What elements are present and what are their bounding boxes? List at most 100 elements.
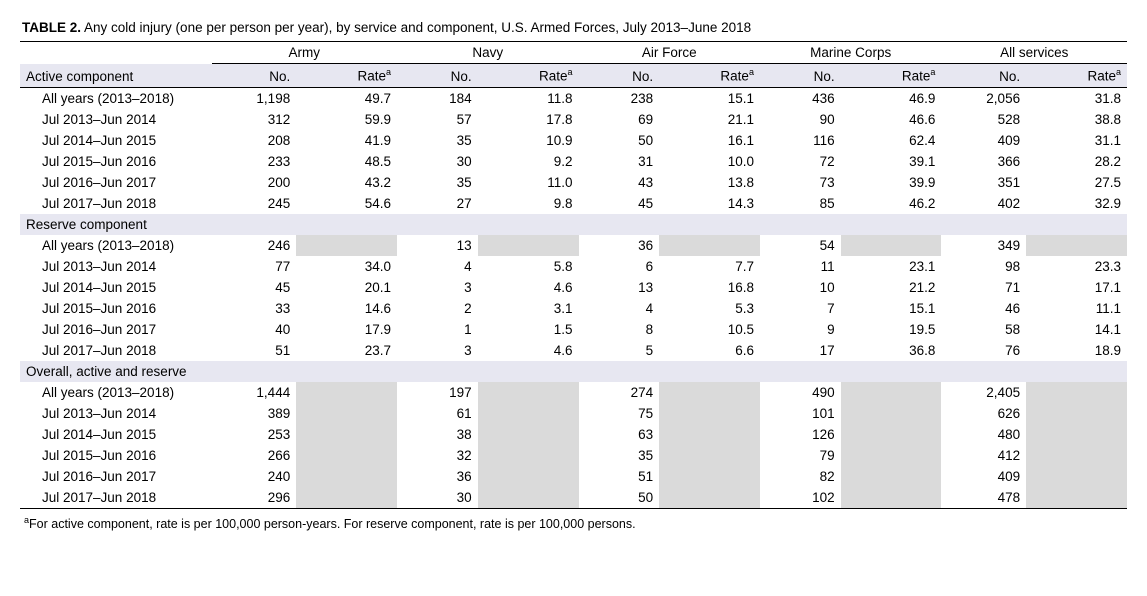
cell-no: 312 — [212, 109, 297, 130]
cell-rate: 36.8 — [841, 340, 942, 361]
table-footnote: aFor active component, rate is per 100,0… — [20, 515, 1127, 531]
cell-no: 36 — [579, 235, 660, 256]
cell-no: 126 — [760, 424, 841, 445]
cell-rate: 3.1 — [478, 298, 579, 319]
cell-rate: 49.7 — [296, 87, 397, 109]
sub-header-rate: Ratea — [296, 64, 397, 88]
col-header-navy: Navy — [397, 42, 578, 64]
cell-rate: 14.3 — [659, 193, 760, 214]
col-header-all: All services — [941, 42, 1127, 64]
cell-rate: 13.8 — [659, 172, 760, 193]
cell-no: 50 — [579, 130, 660, 151]
cell-rate — [1026, 445, 1127, 466]
table-number: TABLE 2. — [22, 20, 81, 35]
cell-rate — [841, 445, 942, 466]
cell-no: 45 — [212, 277, 297, 298]
cell-rate: 18.9 — [1026, 340, 1127, 361]
cell-no: 1,444 — [212, 382, 297, 403]
cell-rate: 23.7 — [296, 340, 397, 361]
cell-no: 43 — [579, 172, 660, 193]
cell-rate: 4.6 — [478, 340, 579, 361]
cell-no: 389 — [212, 403, 297, 424]
row-label: Jul 2013–Jun 2014 — [20, 256, 212, 277]
cell-no: 208 — [212, 130, 297, 151]
cell-no: 200 — [212, 172, 297, 193]
cell-no: 69 — [579, 109, 660, 130]
cell-rate: 17.1 — [1026, 277, 1127, 298]
col-header-marines: Marine Corps — [760, 42, 941, 64]
cell-no: 240 — [212, 466, 297, 487]
row-label: Jul 2015–Jun 2016 — [20, 445, 212, 466]
cell-no: 79 — [760, 445, 841, 466]
cell-rate: 1.5 — [478, 319, 579, 340]
cell-no: 46 — [941, 298, 1026, 319]
table-row: All years (2013–2018)1,19849.718411.8238… — [20, 87, 1127, 109]
table-header: Army Navy Air Force Marine Corps All ser… — [20, 42, 1127, 64]
cell-no: 409 — [941, 130, 1026, 151]
cell-rate — [659, 466, 760, 487]
cell-rate: 10.5 — [659, 319, 760, 340]
cell-no: 351 — [941, 172, 1026, 193]
table-row: Jul 2017–Jun 20185123.734.656.61736.8761… — [20, 340, 1127, 361]
cell-no: 184 — [397, 87, 478, 109]
table-container: TABLE 2. Any cold injury (one per person… — [20, 20, 1127, 531]
cell-rate: 11.1 — [1026, 298, 1127, 319]
cell-rate: 27.5 — [1026, 172, 1127, 193]
cell-rate: 6.6 — [659, 340, 760, 361]
table-title: TABLE 2. Any cold injury (one per person… — [20, 20, 1127, 35]
cell-rate — [659, 382, 760, 403]
cell-no: 101 — [760, 403, 841, 424]
row-label: Jul 2015–Jun 2016 — [20, 298, 212, 319]
cell-rate: 59.9 — [296, 109, 397, 130]
section-header-row: Overall, active and reserve — [20, 361, 1127, 382]
cell-rate — [478, 424, 579, 445]
cell-no: 626 — [941, 403, 1026, 424]
table-row: Jul 2016–Jun 2017240365182409 — [20, 466, 1127, 487]
sub-header-rate: Ratea — [1026, 64, 1127, 88]
table-row: Jul 2016–Jun 201720043.23511.04313.87339… — [20, 172, 1127, 193]
row-label: All years (2013–2018) — [20, 235, 212, 256]
cell-no: 82 — [760, 466, 841, 487]
cell-no: 13 — [397, 235, 478, 256]
cell-no: 4 — [579, 298, 660, 319]
cell-no: 9 — [760, 319, 841, 340]
cell-no: 72 — [760, 151, 841, 172]
cell-no: 38 — [397, 424, 478, 445]
blank-header — [20, 42, 212, 64]
cell-no: 27 — [397, 193, 478, 214]
cell-no: 77 — [212, 256, 297, 277]
row-label: All years (2013–2018) — [20, 382, 212, 403]
cell-no: 35 — [579, 445, 660, 466]
cell-no: 3 — [397, 340, 478, 361]
cell-rate: 39.9 — [841, 172, 942, 193]
cell-rate — [1026, 424, 1127, 445]
cell-no: 51 — [579, 466, 660, 487]
table-row: Jul 2013–Jun 20143896175101626 — [20, 403, 1127, 424]
cell-no: 63 — [579, 424, 660, 445]
cell-no: 3 — [397, 277, 478, 298]
cell-rate: 9.8 — [478, 193, 579, 214]
table-row: All years (2013–2018)246133654349 — [20, 235, 1127, 256]
cell-rate: 34.0 — [296, 256, 397, 277]
cell-no: 480 — [941, 424, 1026, 445]
cell-no: 35 — [397, 172, 478, 193]
sub-header-no: No. — [760, 64, 841, 88]
cell-no: 57 — [397, 109, 478, 130]
row-label: Jul 2014–Jun 2015 — [20, 130, 212, 151]
row-label: Jul 2017–Jun 2018 — [20, 487, 212, 509]
cell-no: 5 — [579, 340, 660, 361]
row-label: Jul 2017–Jun 2018 — [20, 193, 212, 214]
cell-rate — [296, 235, 397, 256]
row-label: Jul 2016–Jun 2017 — [20, 319, 212, 340]
section-label: Reserve component — [20, 214, 1127, 235]
table-row: Jul 2013–Jun 20147734.045.867.71123.1982… — [20, 256, 1127, 277]
cell-rate — [478, 445, 579, 466]
cell-rate: 48.5 — [296, 151, 397, 172]
cell-no: 51 — [212, 340, 297, 361]
table-row: Jul 2013–Jun 201431259.95717.86921.19046… — [20, 109, 1127, 130]
cell-no: 50 — [579, 487, 660, 509]
cell-rate — [841, 403, 942, 424]
cell-rate — [1026, 235, 1127, 256]
cell-rate: 23.1 — [841, 256, 942, 277]
cell-rate: 17.8 — [478, 109, 579, 130]
